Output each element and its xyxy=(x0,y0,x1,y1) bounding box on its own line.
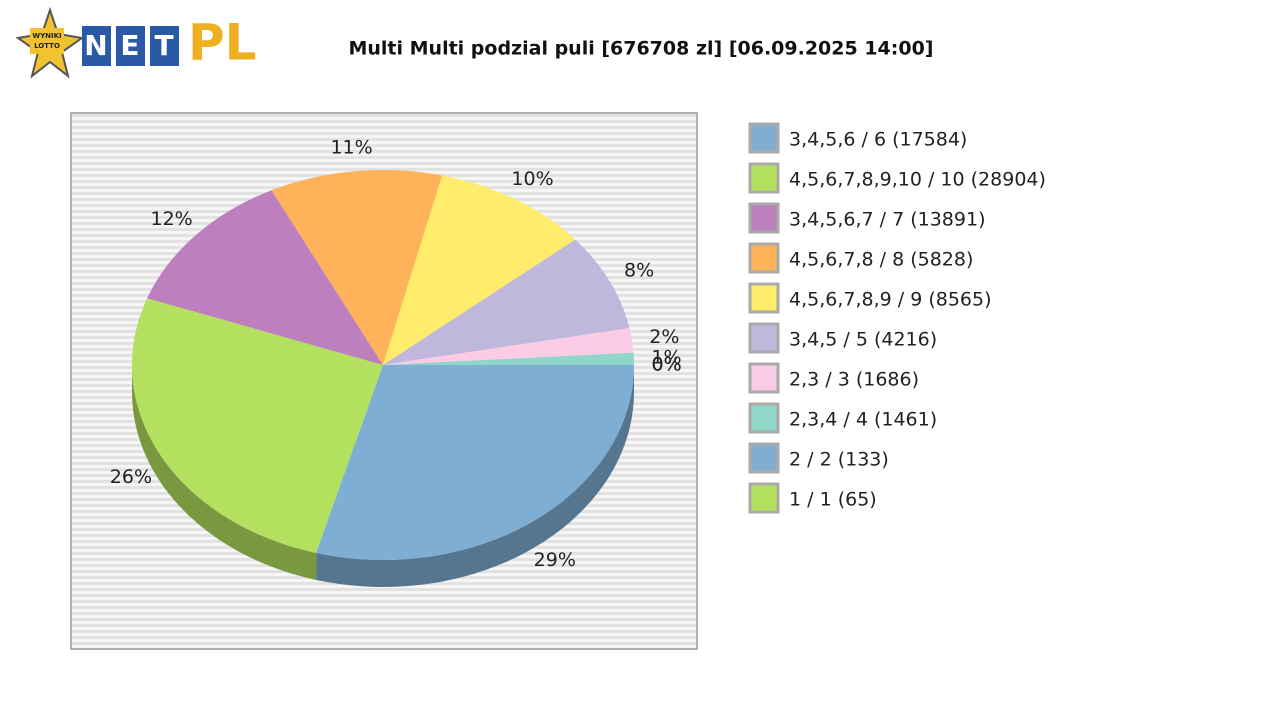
logo-pl: PL xyxy=(188,14,257,72)
logo-badge-text: LOTTO xyxy=(34,42,60,50)
slice-side xyxy=(132,365,317,580)
slice xyxy=(271,170,443,365)
data-label: 0% xyxy=(652,354,682,376)
logo-letter: N xyxy=(84,29,107,62)
data-label: 26% xyxy=(110,466,152,488)
legend-label: 4,5,6,7,8,9,10 / 10 (28904) xyxy=(789,169,1046,191)
slice xyxy=(383,175,576,365)
legend-swatch xyxy=(748,202,780,234)
logo: WYNIKI LOTTO N E T PL xyxy=(15,6,257,79)
legend-label: 4,5,6,7,8,9 / 9 (8565) xyxy=(789,289,992,311)
chart-title: Multi Multi podzial puli [676708 zl] [06… xyxy=(348,38,933,60)
legend-label: 2 / 2 (133) xyxy=(789,449,889,471)
legend-label: 1 / 1 (65) xyxy=(789,489,877,511)
data-label: 11% xyxy=(330,136,372,158)
logo-box xyxy=(150,26,179,66)
slice xyxy=(383,239,630,365)
data-label: 12% xyxy=(151,208,193,230)
legend-swatch xyxy=(748,362,780,394)
slice-side xyxy=(316,365,634,587)
logo-letter: E xyxy=(120,29,139,62)
data-label: 2% xyxy=(649,326,679,348)
logo-badge xyxy=(30,28,64,54)
data-label: 0% xyxy=(652,354,682,376)
logo-box xyxy=(116,26,145,66)
slice xyxy=(383,328,634,365)
data-label: 1% xyxy=(651,347,681,369)
legend-swatch xyxy=(748,122,780,154)
data-label: 29% xyxy=(534,549,576,571)
logo-letter: T xyxy=(154,29,173,62)
logo-badge-text: WYNIKI xyxy=(32,32,61,40)
slice xyxy=(147,190,383,365)
legend-swatch xyxy=(748,242,780,274)
data-label: 8% xyxy=(624,260,654,282)
legend-label: 2,3 / 3 (1686) xyxy=(789,369,919,391)
slice xyxy=(316,365,634,560)
legend-swatch xyxy=(748,402,780,434)
legend-swatch xyxy=(748,322,780,354)
slice xyxy=(132,298,383,553)
legend-swatch xyxy=(748,282,780,314)
legend-swatch xyxy=(748,162,780,194)
legend-label: 3,4,5 / 5 (4216) xyxy=(789,329,937,351)
slice xyxy=(383,352,634,365)
legend-label: 2,3,4 / 4 (1461) xyxy=(789,409,937,431)
logo-box xyxy=(82,26,111,66)
legend-swatch xyxy=(748,482,780,514)
legend-label: 4,5,6,7,8 / 8 (5828) xyxy=(789,249,973,271)
legend-label: 3,4,5,6 / 6 (17584) xyxy=(789,129,967,151)
legend-swatch xyxy=(748,442,780,474)
data-label: 10% xyxy=(511,168,553,190)
legend-label: 3,4,5,6,7 / 7 (13891) xyxy=(789,209,985,231)
